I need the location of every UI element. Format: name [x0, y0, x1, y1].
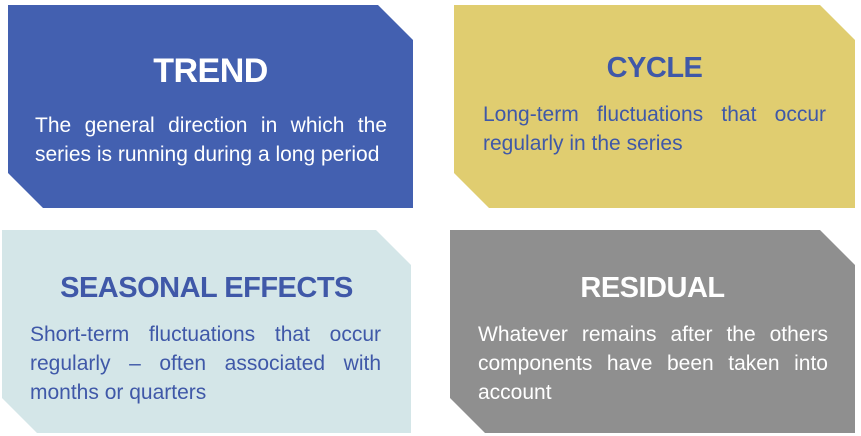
card-description-cycle: Long-term fluctuations that occur regula…: [483, 103, 826, 155]
card-residual: RESIDUAL Whatever remains after the othe…: [450, 230, 855, 433]
card-description-seasonal-effects: Short-term fluctuations that occur regul…: [30, 323, 381, 404]
card-title-seasonal-effects: SEASONAL EFFECTS: [60, 272, 353, 304]
card-title-cycle: CYCLE: [606, 52, 703, 84]
card-description-trend: The general direction in which the serie…: [35, 114, 387, 166]
card-cycle: CYCLE Long-term fluctuations that occur …: [454, 5, 855, 208]
card-description-residual: Whatever remains after the others compon…: [478, 323, 828, 404]
card-trend: TREND The general direction in which the…: [8, 5, 413, 208]
card-seasonal-effects: SEASONAL EFFECTS Short-term fluctuations…: [2, 230, 411, 433]
card-title-residual: RESIDUAL: [580, 272, 725, 304]
card-title-trend: TREND: [153, 52, 268, 90]
